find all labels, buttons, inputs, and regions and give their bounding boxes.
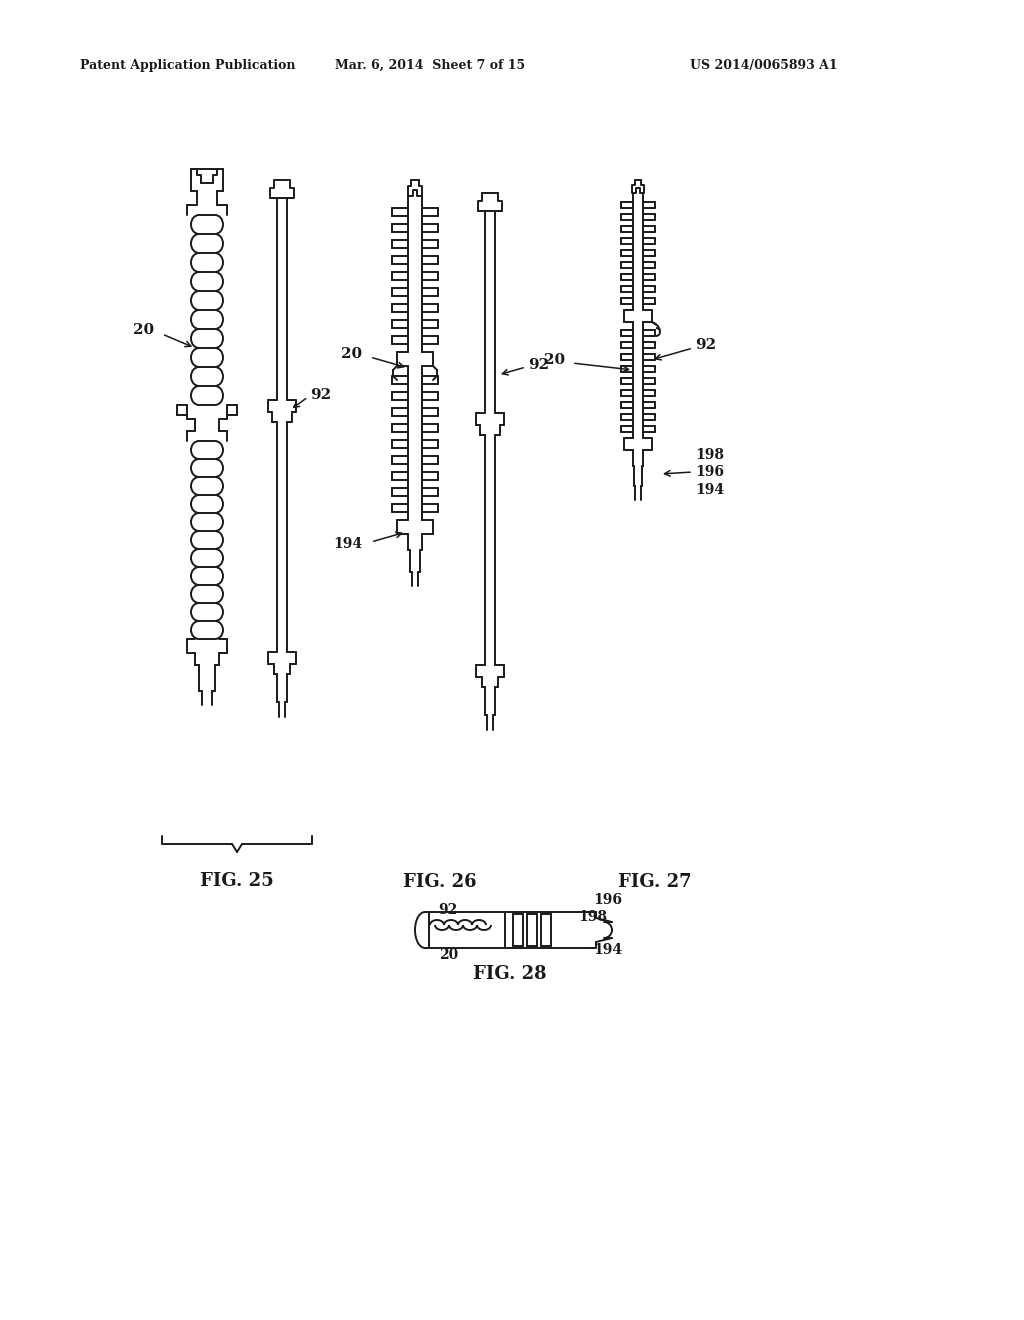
Text: 92: 92 bbox=[695, 338, 716, 352]
Text: 198: 198 bbox=[695, 447, 724, 462]
Text: 194: 194 bbox=[695, 483, 724, 498]
Text: FIG. 27: FIG. 27 bbox=[618, 873, 692, 891]
Text: 196: 196 bbox=[593, 894, 622, 907]
Text: 196: 196 bbox=[695, 465, 724, 479]
Text: US 2014/0065893 A1: US 2014/0065893 A1 bbox=[690, 58, 838, 71]
Text: FIG. 25: FIG. 25 bbox=[200, 873, 273, 890]
Text: 92: 92 bbox=[528, 358, 549, 372]
Text: Mar. 6, 2014  Sheet 7 of 15: Mar. 6, 2014 Sheet 7 of 15 bbox=[335, 58, 525, 71]
Text: Patent Application Publication: Patent Application Publication bbox=[80, 58, 296, 71]
Text: 194: 194 bbox=[333, 537, 362, 550]
Text: 20: 20 bbox=[133, 323, 154, 337]
Text: 20: 20 bbox=[438, 948, 458, 962]
Text: 20: 20 bbox=[544, 352, 565, 367]
Text: 20: 20 bbox=[341, 347, 362, 360]
Text: 92: 92 bbox=[438, 903, 458, 917]
Text: FIG. 28: FIG. 28 bbox=[473, 965, 547, 983]
Text: 198: 198 bbox=[578, 909, 607, 924]
Text: 92: 92 bbox=[310, 388, 331, 403]
Text: FIG. 26: FIG. 26 bbox=[403, 873, 477, 891]
Text: 194: 194 bbox=[593, 942, 623, 957]
